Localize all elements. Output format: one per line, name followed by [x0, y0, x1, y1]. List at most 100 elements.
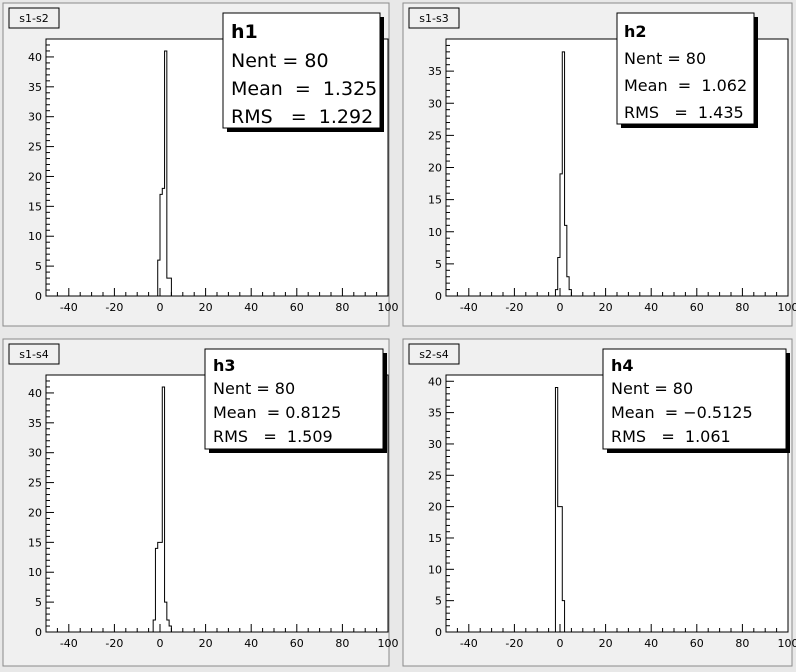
- y-tick-label: 35: [428, 65, 442, 78]
- axis-ticks: -40 -20 0 20 40 60 80 100 0 5 10 15 20 25 30 35 40: [28, 374, 399, 650]
- pad-title: s1-s2: [19, 12, 48, 25]
- x-tick-label: 100: [778, 637, 796, 650]
- x-tick-label: 100: [778, 301, 796, 314]
- pad-title: s2-s4: [419, 348, 448, 361]
- y-tick-label: 10: [28, 566, 42, 579]
- y-tick-label: 5: [35, 260, 42, 273]
- stats-name: h2: [624, 22, 647, 41]
- histogram-h2: [554, 51, 572, 296]
- y-tick-label: 30: [428, 438, 442, 451]
- y-tick-label: 20: [28, 170, 42, 183]
- histogram-h4: [554, 387, 566, 632]
- x-tick-label: 60: [690, 637, 704, 650]
- y-tick-label: 20: [28, 506, 42, 519]
- x-tick-label: 60: [290, 637, 304, 650]
- y-tick-label: 40: [28, 387, 42, 400]
- x-tick-label: 80: [335, 301, 349, 314]
- pad-frame-shadow: [2, 2, 390, 327]
- x-tick-label: 0: [157, 637, 164, 650]
- x-tick-label: -40: [60, 637, 78, 650]
- x-tick-label: -20: [505, 301, 523, 314]
- x-tick-label: -20: [105, 637, 123, 650]
- y-tick-label: 15: [428, 532, 442, 545]
- y-tick-label: 10: [428, 226, 442, 239]
- y-tick-label: 40: [428, 375, 442, 388]
- stats-box: h3 Nent = 80 Mean = 0.8125 RMS = 1.509: [204, 348, 387, 453]
- stats-mean: Mean = 1.062: [624, 76, 747, 95]
- y-tick-label: 35: [428, 407, 442, 420]
- histogram-pad-s1-s4[interactable]: -40 -20 0 20 40 60 80 100 0 5 10 15 20 25 30 35 40 s1-s4…: [2, 338, 399, 667]
- y-tick-label: 0: [435, 290, 442, 303]
- y-tick-label: 30: [428, 97, 442, 110]
- y-tick-label: 15: [28, 200, 42, 213]
- y-tick-label: 25: [28, 141, 42, 154]
- x-tick-label: 80: [735, 301, 749, 314]
- histogram-h3: [152, 386, 172, 632]
- x-tick-label: 20: [599, 301, 613, 314]
- histogram-pad-s2-s4[interactable]: -40 -20 0 20 40 60 80 100 0 5 10 15 20 25 30 35 40 s2-s4…: [402, 338, 796, 667]
- pad-title-box: s2-s4: [408, 343, 460, 365]
- stats-rms: RMS = 1.435: [624, 103, 744, 122]
- x-tick-label: 40: [244, 301, 258, 314]
- y-tick-label: 25: [428, 129, 442, 142]
- histogram-pad-s1-s2[interactable]: -40 -20 0 20 40 60 80 100 0 5 10 15 20 25 30 35 40 s1-s2…: [2, 2, 399, 327]
- x-tick-label: 60: [690, 301, 704, 314]
- stats-name: h4: [611, 356, 634, 375]
- stats-rms: RMS = 1.061: [611, 427, 731, 446]
- stats-entries: Nent = 80: [213, 379, 295, 398]
- x-tick-label: 20: [599, 637, 613, 650]
- stats-box: h1 Nent = 80 Mean = 1.325 RMS = 1.292: [222, 12, 384, 132]
- x-tick-label: 80: [735, 637, 749, 650]
- y-tick-label: 30: [28, 111, 42, 124]
- stats-name: h1: [231, 21, 258, 43]
- stats-name: h3: [213, 356, 236, 375]
- x-tick-label: 100: [378, 637, 399, 650]
- stats-entries: Nent = 80: [231, 50, 329, 72]
- x-tick-label: 20: [199, 301, 213, 314]
- x-tick-label: 40: [644, 301, 658, 314]
- y-tick-label: 35: [28, 417, 42, 430]
- stats-entries: Nent = 80: [624, 49, 706, 68]
- pad-title-box: s1-s3: [408, 7, 460, 29]
- stats-rms: RMS = 1.509: [213, 427, 333, 446]
- y-tick-label: 25: [28, 477, 42, 490]
- y-tick-label: 20: [428, 501, 442, 514]
- pad-title-box: s1-s2: [8, 7, 60, 29]
- stats-mean: Mean = 1.325: [231, 78, 377, 100]
- y-tick-label: 5: [35, 596, 42, 609]
- y-tick-label: 15: [428, 194, 442, 207]
- stats-entries: Nent = 80: [611, 379, 693, 398]
- y-tick-label: 0: [435, 626, 442, 639]
- x-tick-label: 100: [378, 301, 399, 314]
- x-tick-label: -20: [505, 637, 523, 650]
- x-tick-label: 60: [290, 301, 304, 314]
- x-tick-label: 40: [644, 637, 658, 650]
- y-tick-label: 0: [35, 290, 42, 303]
- y-tick-label: 25: [428, 469, 442, 482]
- y-tick-label: 15: [28, 536, 42, 549]
- y-tick-label: 5: [435, 258, 442, 271]
- histogram-pad-s1-s3[interactable]: -40 -20 0 20 40 60 80 100 0 5 10 15 20 25 30 35 s1-s3 h…: [402, 2, 796, 327]
- stats-rms: RMS = 1.292: [231, 106, 373, 128]
- x-tick-label: 20: [199, 637, 213, 650]
- y-tick-label: 40: [28, 51, 42, 64]
- stats-mean: Mean = −0.5125: [611, 403, 753, 422]
- y-tick-label: 0: [35, 626, 42, 639]
- x-tick-label: 0: [157, 301, 164, 314]
- y-tick-label: 10: [28, 230, 42, 243]
- stats-box: h2 Nent = 80 Mean = 1.062 RMS = 1.435: [616, 12, 758, 128]
- axis-ticks: -40 -20 0 20 40 60 80 100 0 5 10 15 20 25 30 35 40: [428, 374, 796, 650]
- stats-mean: Mean = 0.8125: [213, 403, 341, 422]
- histogram-h1: [157, 50, 172, 296]
- stats-box: h4 Nent = 80 Mean = −0.5125 RMS = 1.061: [602, 348, 790, 453]
- pad-title: s1-s4: [19, 348, 48, 361]
- y-tick-label: 30: [28, 447, 42, 460]
- x-tick-label: 40: [244, 637, 258, 650]
- y-tick-label: 10: [428, 563, 442, 576]
- axis-ticks: -40 -20 0 20 40 60 80 100 0 5 10 15 20 25 30 35: [428, 38, 796, 314]
- y-tick-label: 35: [28, 81, 42, 94]
- x-tick-label: -40: [460, 301, 478, 314]
- x-tick-label: 80: [335, 637, 349, 650]
- x-tick-label: 0: [557, 301, 564, 314]
